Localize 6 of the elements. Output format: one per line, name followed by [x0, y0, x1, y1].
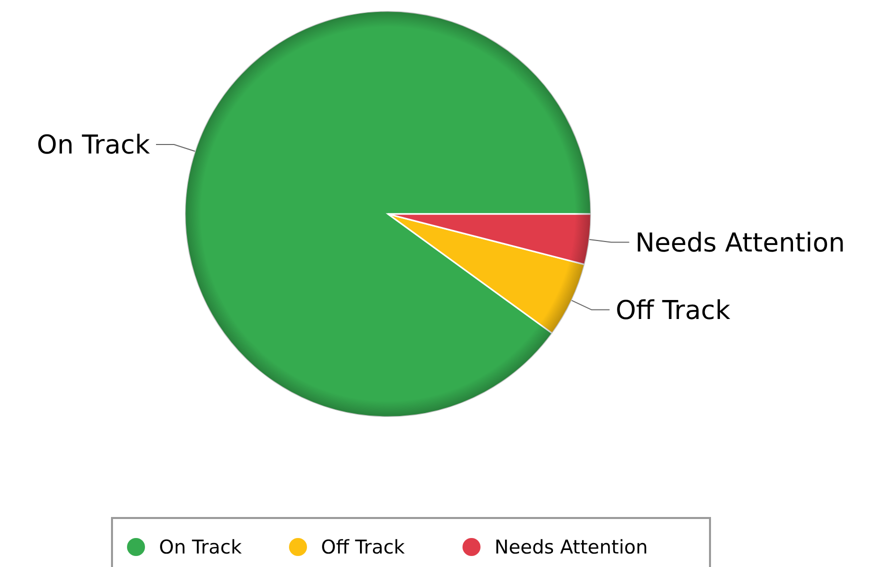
slice-label: Off Track	[616, 296, 730, 326]
slice-label: Needs Attention	[635, 228, 845, 258]
legend-label: On Track	[159, 536, 242, 559]
legend-label: Off Track	[321, 536, 405, 559]
legend-label: Needs Attention	[494, 536, 648, 559]
slice-label: On Track	[36, 130, 150, 161]
